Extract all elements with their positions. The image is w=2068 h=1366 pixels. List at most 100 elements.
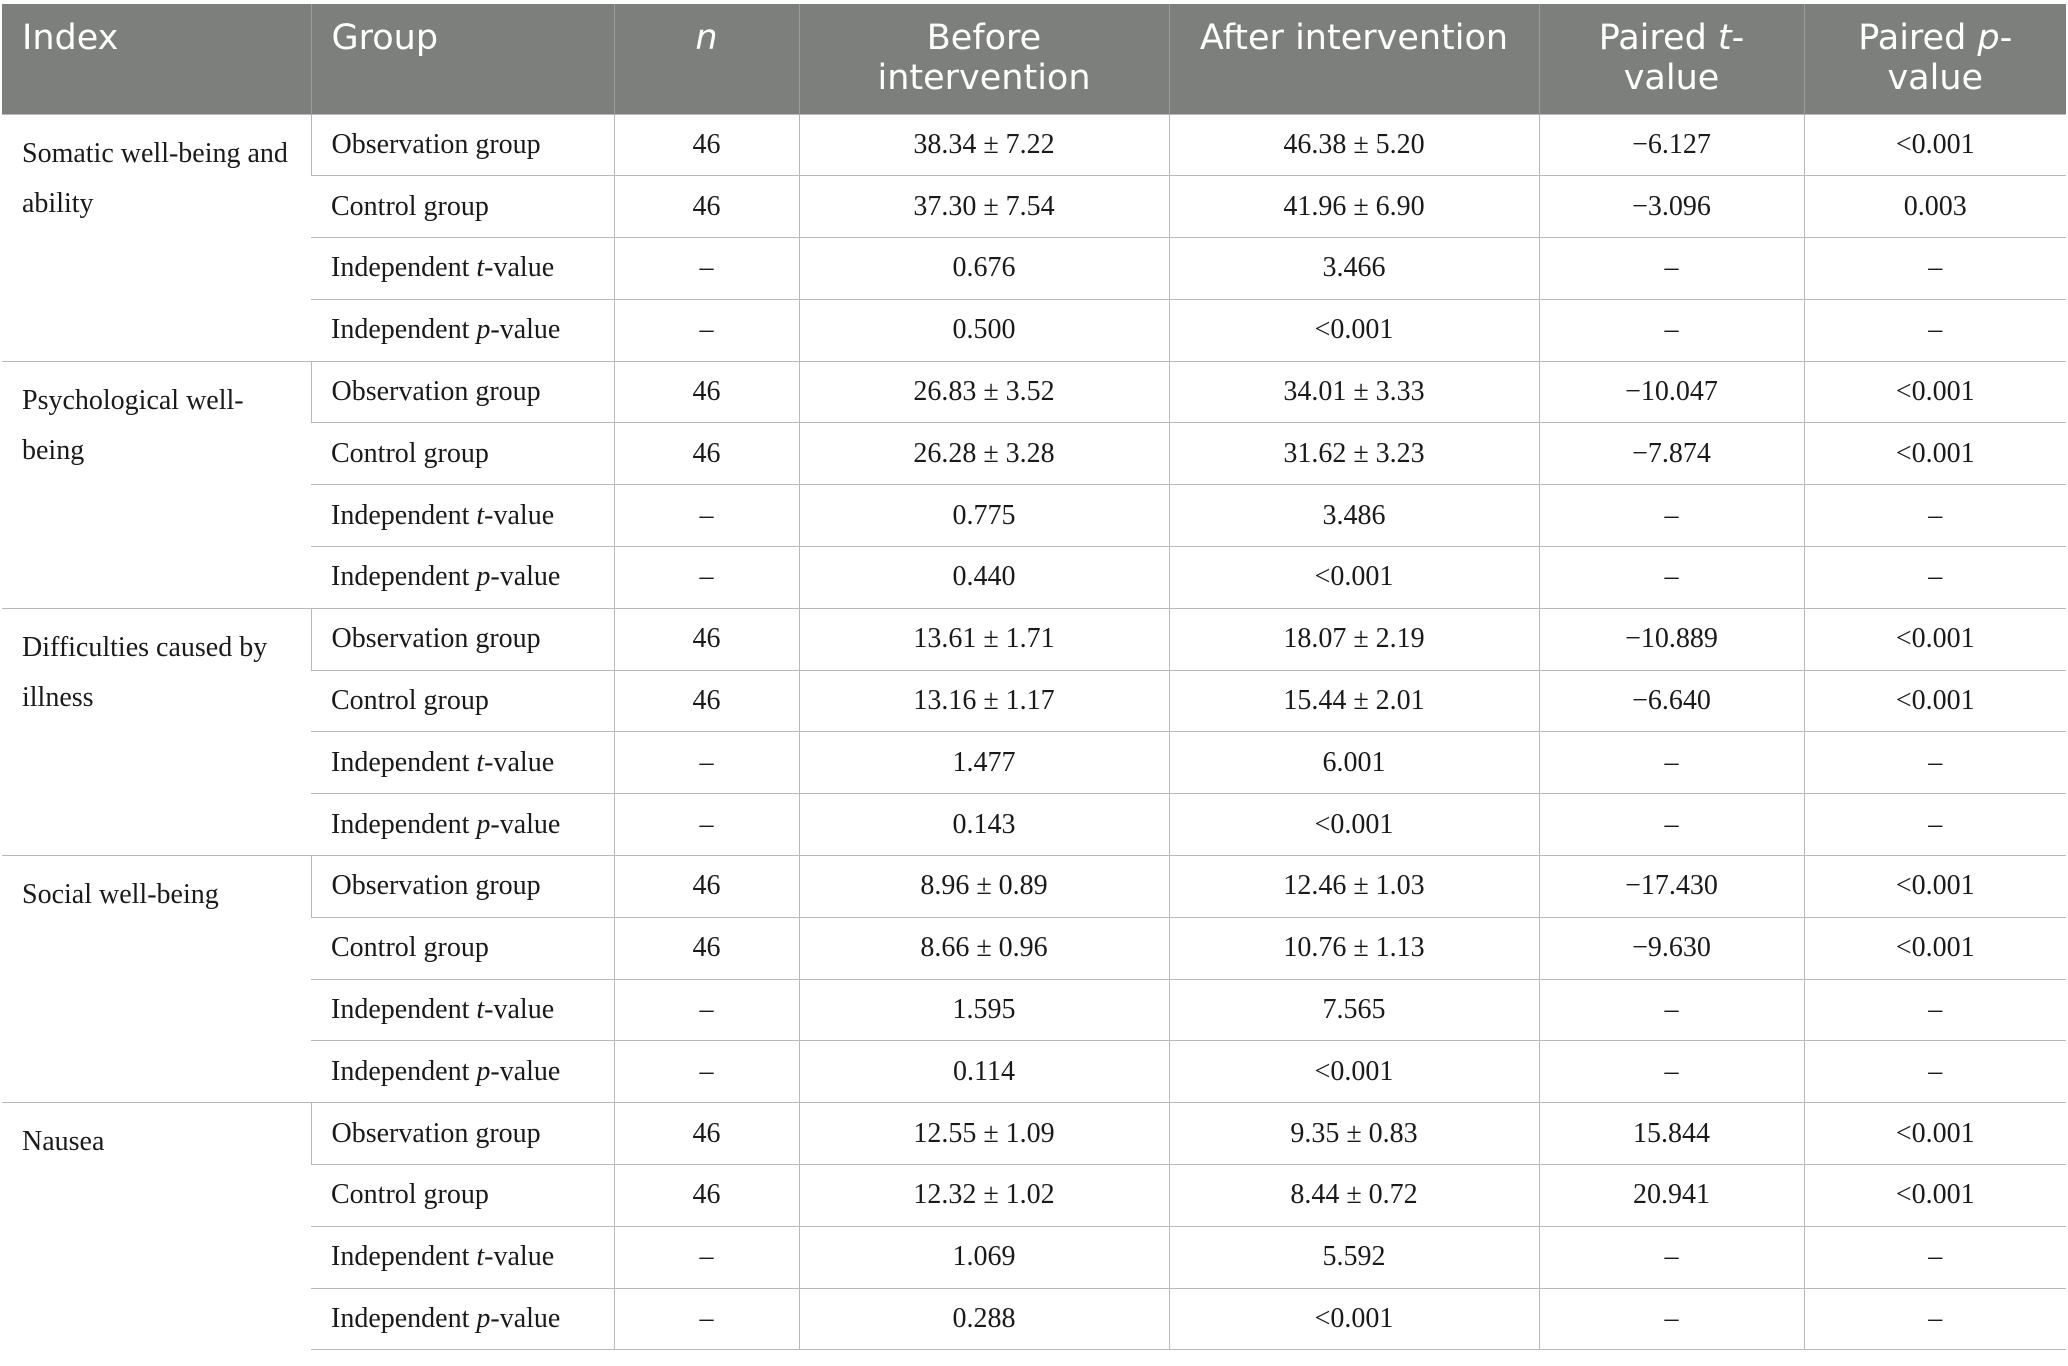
n-cell: 46 — [613, 175, 799, 238]
n-cell: – — [613, 484, 799, 547]
independent-label: Independent — [331, 746, 477, 778]
table-row: Difficulties caused by illness Observatio… — [2, 607, 2066, 856]
before-cell: 26.83 ± 3.52 — [798, 360, 1169, 423]
header-paired-p-pre: Paired — [1858, 18, 1978, 58]
before-cell: 0.288 — [798, 1287, 1169, 1351]
n-cell: – — [613, 237, 799, 300]
before-cell: 13.16 ± 1.17 — [798, 669, 1169, 732]
before-cell: 8.96 ± 0.89 — [798, 855, 1169, 918]
stat-letter: p — [476, 1303, 491, 1335]
value-suffix: -value — [490, 561, 561, 593]
group-cell: Independent t-value — [311, 731, 614, 794]
before-cell: 0.500 — [798, 298, 1169, 362]
paired-t-cell: −17.430 — [1538, 855, 1804, 918]
before-cell: 0.775 — [798, 484, 1169, 547]
group-cell: Independent t-value — [311, 978, 614, 1041]
after-cell: 41.96 ± 6.90 — [1168, 175, 1539, 238]
n-cell: – — [613, 298, 799, 362]
paired-p-cell: <0.001 — [1803, 113, 2066, 176]
paired-t-cell: −9.630 — [1538, 916, 1804, 980]
before-cell: 1.595 — [798, 978, 1169, 1041]
paired-p-cell: <0.001 — [1803, 422, 2066, 485]
independent-label: Independent — [331, 561, 477, 593]
n-cell: 46 — [613, 855, 799, 918]
header-n-text: n — [695, 18, 718, 58]
index-cell: Nausea — [2, 1102, 311, 1350]
index-cell: Social well-being — [2, 855, 311, 1103]
after-cell: 6.001 — [1168, 731, 1539, 794]
index-cell: Psychological well-being — [2, 360, 311, 609]
independent-label: Independent — [331, 314, 477, 346]
stat-letter: p — [476, 561, 491, 593]
paired-p-cell: – — [1803, 237, 2066, 300]
group-cell: Independent t-value — [311, 237, 614, 300]
group-cell: Independent t-value — [311, 1225, 614, 1289]
value-suffix: -value — [490, 314, 561, 346]
after-cell: 7.565 — [1168, 978, 1539, 1041]
table-row: Nausea Observation group 46 12.55 ± 1.09 9.3… — [2, 1102, 2066, 1350]
before-cell: 37.30 ± 7.54 — [798, 175, 1169, 238]
after-cell: 31.62 ± 3.23 — [1168, 422, 1539, 485]
n-cell: – — [613, 1287, 799, 1351]
table-row: Independent t-value –1.595 7.565– – — [2, 978, 2066, 1041]
after-cell: <0.001 — [1168, 1040, 1539, 1103]
before-cell: 0.114 — [798, 1040, 1169, 1103]
group-cell: Control group — [311, 422, 614, 485]
table-row: Social well-being Observation group 46 8.96… — [2, 855, 2066, 1103]
paired-p-cell: – — [1803, 1225, 2066, 1289]
after-cell: <0.001 — [1168, 546, 1539, 609]
header-n: n — [613, 4, 799, 114]
value-suffix: -value — [484, 1241, 555, 1273]
table-row: Independent t-value –1.069 5.592– – — [2, 1225, 2066, 1289]
results-table: Index Group n Before intervention After … — [2, 4, 2066, 1351]
paired-p-cell: – — [1803, 793, 2066, 856]
index-cell: Difficulties caused by illness — [2, 607, 311, 856]
n-cell: – — [613, 793, 799, 856]
after-cell: 15.44 ± 2.01 — [1168, 669, 1539, 732]
before-cell: 12.32 ± 1.02 — [798, 1164, 1169, 1227]
paired-p-cell: – — [1803, 298, 2066, 362]
table-row: Control group 46 37.30 ± 7.54 41.96 ± 6.90−… — [2, 175, 2066, 238]
n-cell: 46 — [613, 916, 799, 980]
table-row: Independent t-value –0.775 3.486– – — [2, 484, 2066, 547]
stat-letter: t — [476, 994, 485, 1026]
table-row: Control group 46 8.66 ± 0.96 10.76 ± 1.13 −9… — [2, 916, 2066, 980]
before-cell: 0.676 — [798, 237, 1169, 300]
paired-t-cell: 15.844 — [1538, 1102, 1804, 1165]
independent-label: Independent — [331, 808, 477, 840]
paired-t-cell: – — [1538, 1040, 1804, 1103]
n-cell: 46 — [613, 422, 799, 485]
paired-p-cell: – — [1803, 1287, 2066, 1351]
independent-label: Independent — [331, 252, 477, 284]
independent-label: Independent — [331, 1241, 477, 1273]
table-body: Somatic well-being and ability Observatio… — [2, 113, 2066, 1351]
value-suffix: -value — [484, 746, 555, 778]
before-cell: 12.55 ± 1.09 — [798, 1102, 1169, 1165]
n-cell: 46 — [613, 669, 799, 732]
before-cell: 38.34 ± 7.22 — [798, 113, 1169, 176]
after-cell: 46.38 ± 5.20 — [1168, 113, 1539, 176]
paired-t-cell: – — [1538, 237, 1804, 300]
paired-p-cell: <0.001 — [1803, 1164, 2066, 1227]
stat-letter: t — [476, 1241, 485, 1273]
paired-p-cell: <0.001 — [1803, 916, 2066, 980]
table-row: Somatic well-being and ability Observatio… — [2, 113, 2066, 362]
paired-t-cell: – — [1538, 978, 1804, 1041]
paired-t-cell: 20.941 — [1538, 1164, 1804, 1227]
value-suffix: -value — [484, 994, 555, 1026]
group-cell: Observation group — [310, 360, 614, 423]
paired-t-cell: −10.047 — [1538, 360, 1804, 423]
paired-p-cell: – — [1803, 1040, 2066, 1103]
n-cell: – — [613, 1225, 799, 1289]
paired-p-cell: <0.001 — [1803, 855, 2066, 918]
paired-p-cell: – — [1803, 484, 2066, 547]
independent-label: Independent — [331, 994, 477, 1026]
after-cell: 3.466 — [1168, 237, 1539, 300]
header-paired-t-italic: t — [1717, 18, 1732, 58]
before-cell: 1.069 — [798, 1225, 1169, 1289]
paired-p-cell: – — [1803, 978, 2066, 1041]
n-cell: 46 — [613, 360, 799, 423]
header-paired-t-pre: Paired — [1598, 18, 1718, 58]
paired-p-cell: 0.003 — [1803, 175, 2066, 238]
